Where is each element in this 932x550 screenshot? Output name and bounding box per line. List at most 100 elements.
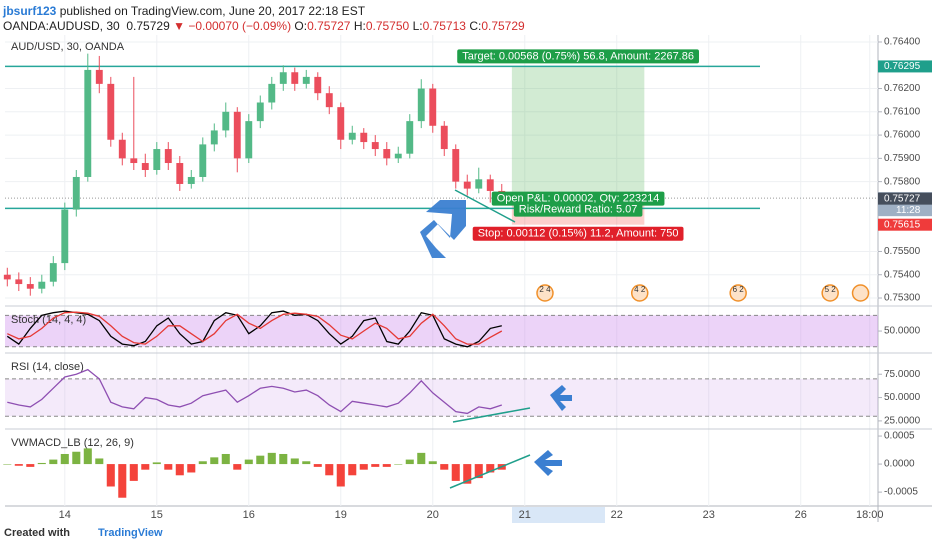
event-label: 2 4 [539, 285, 551, 294]
candle-body [440, 125, 448, 150]
candle-body [256, 102, 264, 122]
position-label-bg [491, 191, 665, 206]
band [5, 378, 878, 417]
price-label-bg [878, 218, 932, 231]
histogram-bar [152, 462, 161, 465]
candle-body [107, 83, 115, 140]
y-tick-label: 0.76100 [884, 106, 921, 117]
symbol: OANDA:AUDUSD, 30 [3, 19, 120, 33]
x-tick-label: 26 [795, 509, 807, 521]
histogram-bar [83, 448, 92, 465]
histogram-bar [210, 457, 219, 465]
y-tick-label: 0.75800 [884, 176, 921, 187]
candle-body [233, 111, 241, 159]
y-tick-label: 0.75900 [884, 153, 921, 164]
candle-body [475, 179, 483, 189]
ohlc-key: H: [353, 19, 366, 33]
position-label: Open P&L: 0.00002, Qty: 223214 [497, 193, 660, 205]
countdown-bg [878, 204, 932, 217]
author[interactable]: jbsurf123 [3, 4, 57, 18]
candle-body [394, 153, 402, 159]
histogram-bar [382, 464, 391, 467]
candle-body [15, 279, 23, 285]
histogram-bar [106, 464, 115, 487]
candle-body [417, 88, 425, 122]
y-tick-label: 50.0000 [884, 392, 921, 403]
candle-body [118, 139, 126, 159]
histogram-bar [474, 464, 483, 479]
candle-body [130, 158, 138, 164]
histogram-bar [233, 464, 242, 470]
candle-body [463, 181, 471, 189]
candle-body [279, 72, 287, 84]
ohlc-item: C:0.75729 [469, 19, 524, 33]
histogram-bar [440, 464, 449, 470]
candle-body [325, 93, 333, 108]
histogram-bar [164, 464, 173, 470]
candle-body [26, 284, 34, 289]
event-icon [821, 284, 839, 302]
histogram-bar [198, 461, 207, 465]
brand[interactable]: TradingView [98, 527, 163, 539]
position-label: Risk/Reward Ratio: 5.07 [519, 204, 638, 216]
position-label: Stop: 0.00112 (0.15%) 11.2, Amount: 750 [478, 228, 679, 240]
candle-body [371, 142, 379, 150]
y-tick-label: 75.0000 [884, 369, 921, 380]
candle-body [72, 176, 80, 210]
price-label-bg [878, 192, 932, 205]
ohlc-key: O: [294, 19, 308, 33]
band [5, 315, 878, 347]
ohlc-item: H:0.75750 [354, 19, 409, 33]
candle-body [337, 107, 345, 140]
candle-body [429, 88, 437, 126]
candle-body [245, 121, 253, 159]
event-label: 5 2 [825, 285, 837, 294]
candle-body [268, 83, 276, 103]
pane-title: RSI (14, close) [11, 361, 84, 373]
histogram-bar [405, 459, 414, 465]
pane-title: VWMACD_LB (12, 26, 9) [11, 437, 134, 449]
x-tick-label: 15 [151, 509, 163, 521]
y-tick-label: 0.75400 [884, 269, 921, 280]
header-line: OANDA:AUDUSD, 30 0.75729 ▼ −0.00070 (−0.… [3, 19, 525, 33]
countdown: 11:28 [896, 205, 921, 216]
y-tick-label: 0.0005 [884, 431, 915, 442]
histogram-bar [290, 458, 299, 465]
event-label: 6 2 [733, 285, 745, 294]
y-tick-label: 0.75500 [884, 246, 921, 257]
header: jbsurf123 published on TradingView.com, … [0, 0, 932, 34]
candle-body [486, 179, 494, 191]
price-label: 0.76295 [884, 61, 921, 72]
candle-body [291, 72, 299, 84]
line-series [7, 311, 503, 345]
x-tick-label: 23 [703, 509, 715, 521]
histogram-bar [428, 461, 437, 465]
y-tick-label: 0.75300 [884, 293, 921, 304]
line-series [6, 310, 502, 348]
candle-body [314, 76, 322, 94]
event-label: 4 2 [634, 285, 646, 294]
event-icon [851, 284, 870, 302]
histogram-bar [336, 464, 345, 487]
histogram-bar [256, 455, 265, 465]
y-tick-label: 0.0000 [884, 459, 915, 470]
candle-body [49, 263, 57, 282]
histogram-bar [129, 464, 138, 481]
candle-body [164, 149, 172, 164]
ohlc-value: 0.75729 [481, 19, 525, 33]
line-series [7, 368, 503, 415]
histogram-bar [187, 464, 196, 473]
x-tick-label: 14 [59, 509, 71, 521]
event-icon [536, 284, 554, 302]
price-label-bg [878, 60, 932, 73]
histogram-bar [279, 453, 288, 465]
footer: Created with TradingView [4, 527, 163, 539]
histogram-bar [486, 464, 495, 473]
y-tick-label: 25.0000 [884, 416, 921, 427]
candle-body [95, 69, 103, 84]
histogram-bar [244, 459, 253, 465]
x-tick-label: 16 [243, 509, 255, 521]
x-range-highlight [512, 507, 605, 523]
histogram-bar [37, 462, 46, 465]
candle-body [210, 130, 218, 145]
